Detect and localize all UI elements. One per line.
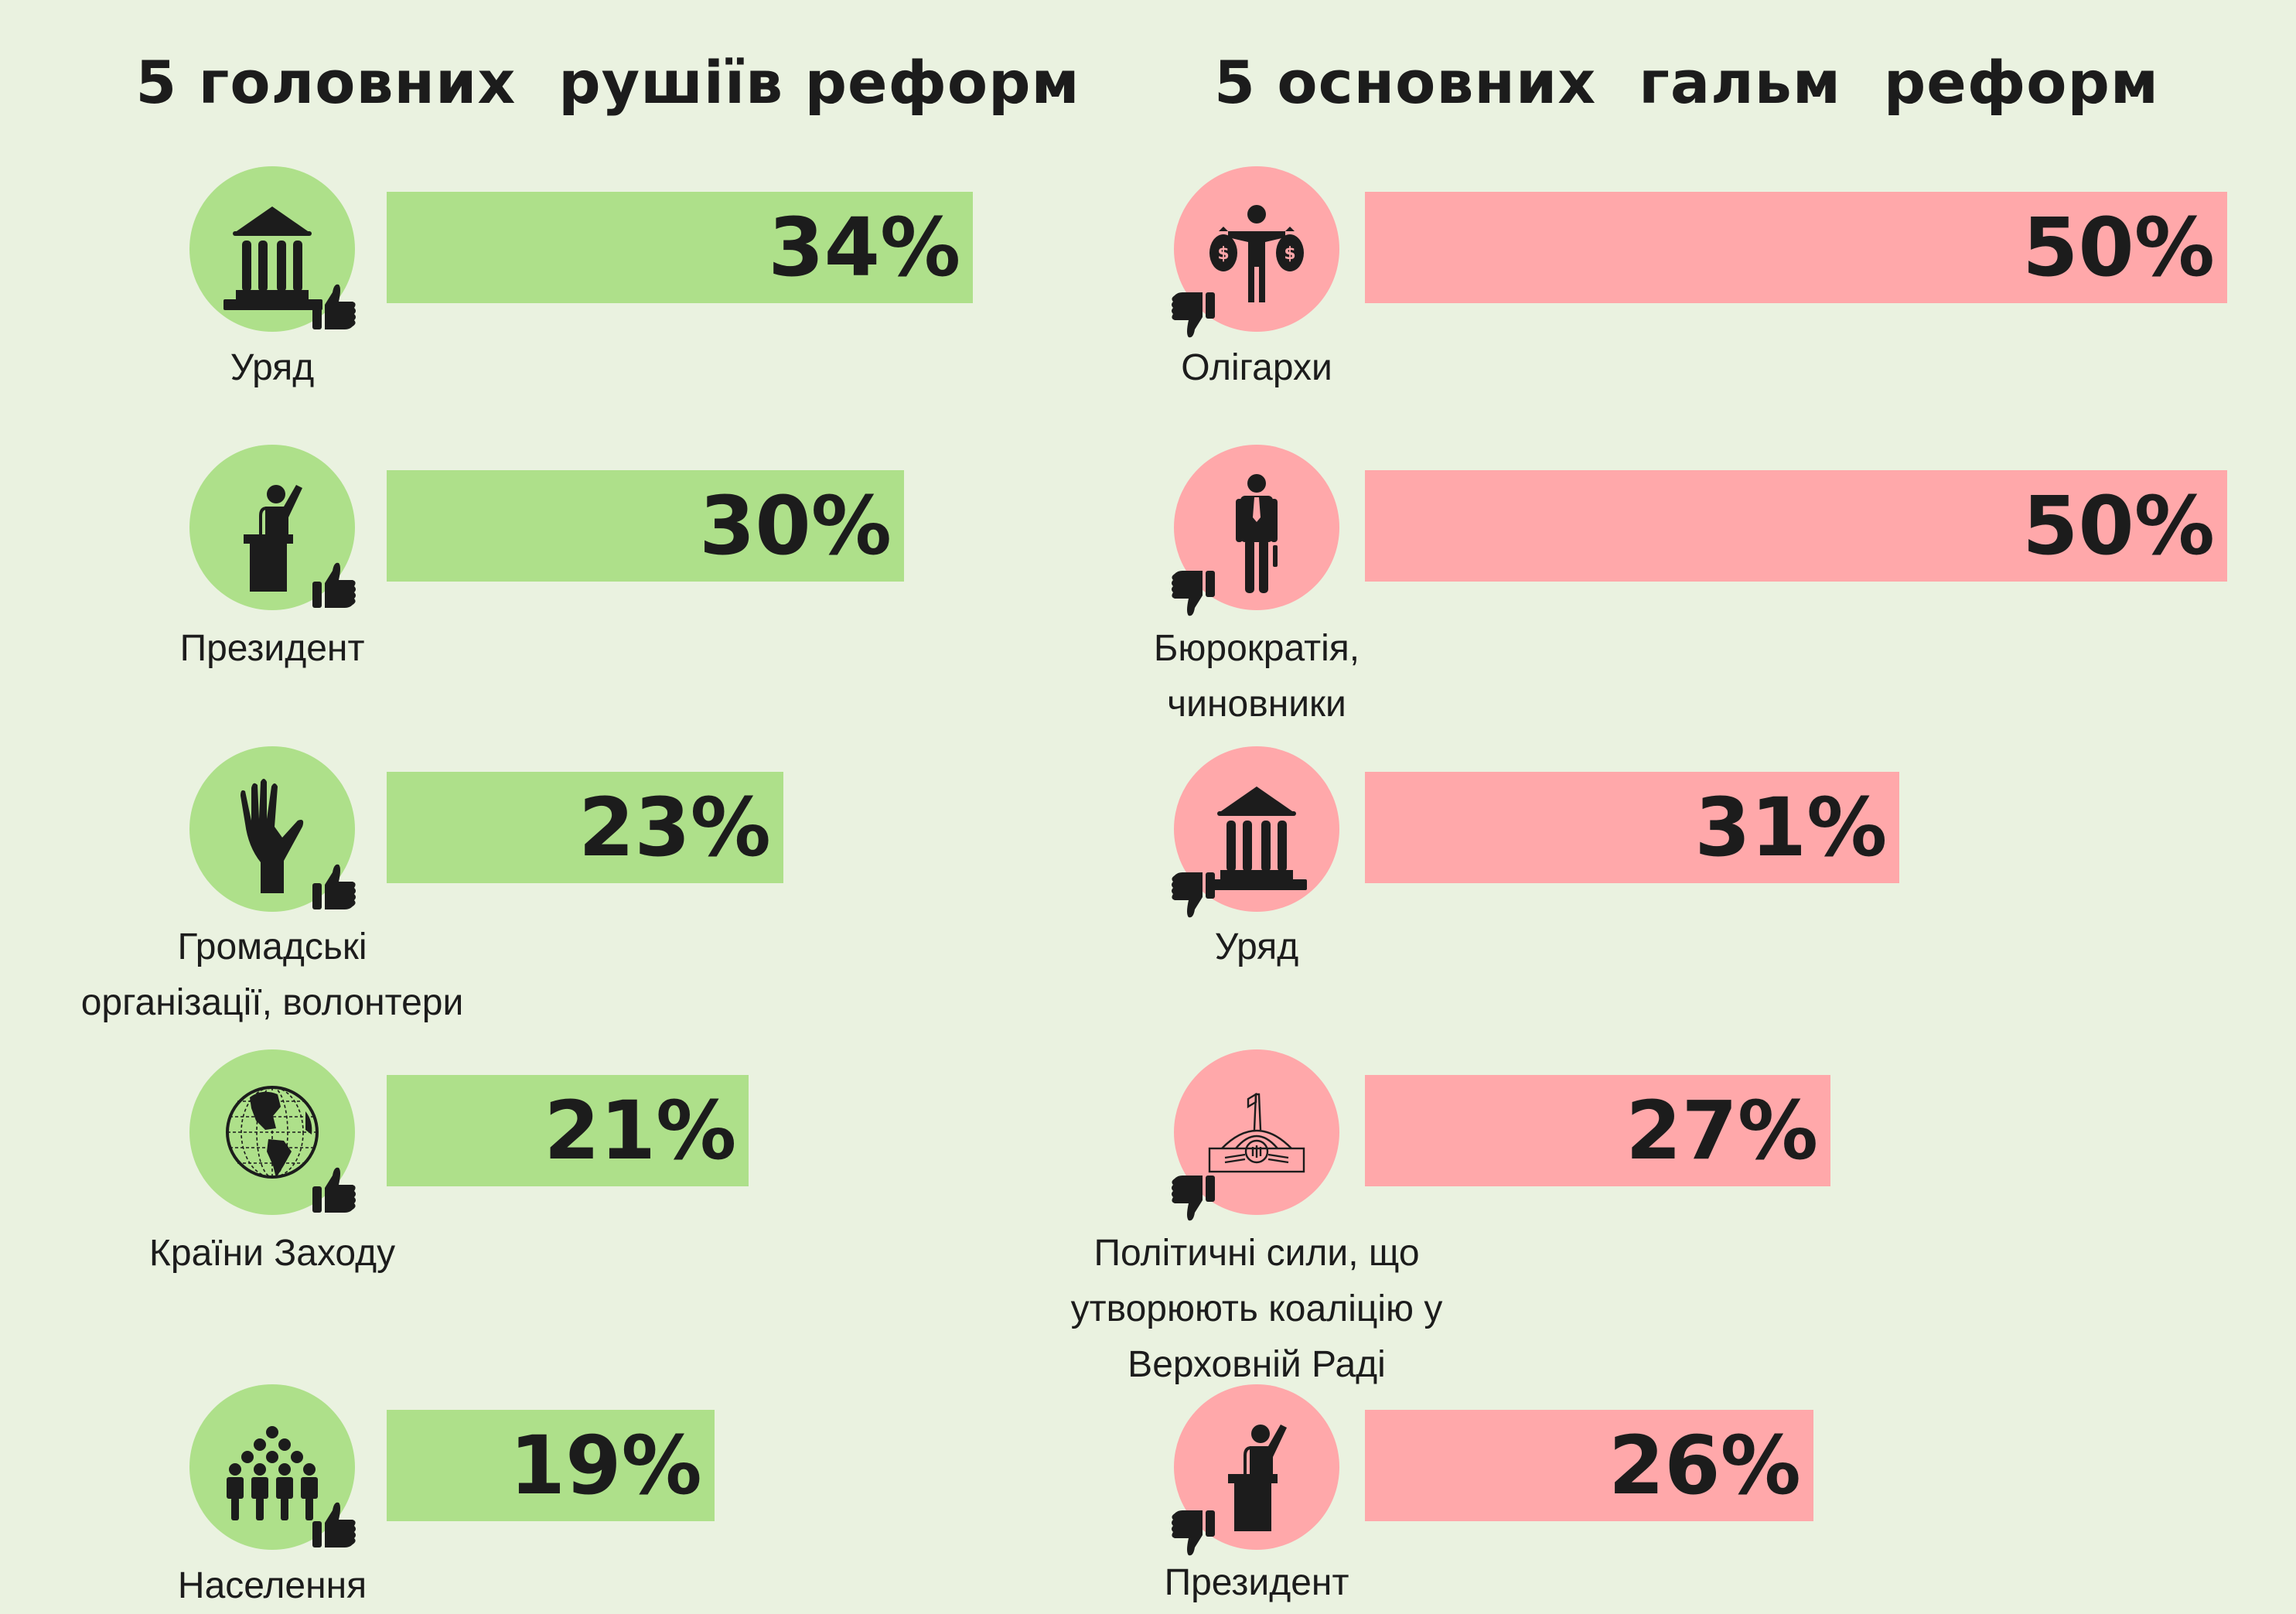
category-label-line: Уряд xyxy=(1214,926,1299,967)
value-label: 23% xyxy=(578,780,771,875)
bar: 27% xyxy=(1365,1075,1831,1186)
drivers-title: 5 головних рушіїв реформ xyxy=(135,48,1080,117)
government-building-icon xyxy=(223,206,322,310)
bar: 50% xyxy=(1365,192,2227,303)
bar: 23% xyxy=(387,772,783,883)
president-podium-icon xyxy=(1228,1425,1287,1531)
thumbs-up-icon xyxy=(311,1500,357,1549)
crowd-icon xyxy=(227,1426,318,1520)
thumbs-down-icon xyxy=(1170,1509,1216,1558)
thumbs-up-icon xyxy=(311,862,357,911)
bureaucrat-badge-circle xyxy=(1174,445,1339,610)
president-podium-icon xyxy=(244,485,302,592)
bar: 19% xyxy=(387,1410,715,1521)
category-label: Бюрократія, чиновники xyxy=(1154,621,1360,732)
value-label: 19% xyxy=(509,1418,702,1513)
svg-text:$: $ xyxy=(1284,244,1295,264)
category-label-line: Бюрократія, xyxy=(1153,628,1360,669)
government-building-badge-circle xyxy=(189,166,355,332)
thumbs-down-icon xyxy=(1170,1174,1216,1223)
parliament-building-badge-circle xyxy=(1174,1049,1339,1215)
category-label-line: Країни Заходу xyxy=(148,1233,396,1274)
thumbs-up-icon xyxy=(311,1165,357,1214)
thumbs-down-icon xyxy=(1170,569,1216,619)
value-label: 27% xyxy=(1626,1083,1819,1178)
category-label-line: чиновники xyxy=(1167,684,1346,725)
bar: 26% xyxy=(1365,1410,1813,1521)
category-label-line: Президент xyxy=(179,628,365,669)
bar: 21% xyxy=(387,1075,749,1186)
value-label: 21% xyxy=(544,1083,737,1178)
bar: 30% xyxy=(387,470,904,582)
category-label-line: Верховній Раді xyxy=(1128,1344,1386,1385)
raised-hand-icon xyxy=(241,779,304,893)
value-label: 50% xyxy=(2022,200,2215,295)
globe-icon xyxy=(226,1086,319,1179)
parliament-building-icon xyxy=(1208,1092,1305,1173)
category-label-line: Політичні сили, що xyxy=(1093,1233,1420,1274)
value-label: 34% xyxy=(768,200,961,295)
category-label: Країни Заходу xyxy=(149,1226,395,1281)
thumbs-up-icon xyxy=(311,560,357,609)
category-label-line: організації, волонтери xyxy=(80,982,464,1023)
category-label: Політичні сили, що утворюють коаліцію у Ве… xyxy=(1071,1226,1443,1393)
category-label: Громадські організації, волонтери xyxy=(81,920,464,1031)
value-label: 26% xyxy=(1608,1418,1801,1513)
oligarch-money-bags-icon: $ $ xyxy=(1209,205,1304,302)
category-label: Населення xyxy=(178,1558,367,1614)
category-label: Президент xyxy=(180,621,365,677)
thumbs-down-icon xyxy=(1170,871,1216,920)
category-label-line: Уряд xyxy=(230,347,315,388)
category-label: Уряд xyxy=(230,340,315,396)
category-label-line: Олігархи xyxy=(1181,347,1332,388)
category-label: Президент xyxy=(1165,1555,1349,1611)
category-label: Уряд xyxy=(1215,920,1299,975)
svg-text:$: $ xyxy=(1217,244,1229,264)
value-label: 50% xyxy=(2022,479,2215,573)
thumbs-down-icon xyxy=(1170,291,1216,340)
category-label-line: Населення xyxy=(177,1565,367,1606)
government-building-icon xyxy=(1208,787,1307,890)
bar: 50% xyxy=(1365,470,2227,582)
value-label: 30% xyxy=(699,479,892,573)
brakes-title: 5 основних гальм реформ xyxy=(1214,48,2159,117)
bar: 31% xyxy=(1365,772,1900,883)
category-label-line: Громадські xyxy=(177,926,367,967)
category-label: Олігархи xyxy=(1181,340,1332,396)
bureaucrat-icon xyxy=(1236,474,1278,593)
category-label-line: утворюють коаліцію у xyxy=(1070,1288,1443,1329)
category-label-line: Президент xyxy=(1164,1562,1349,1603)
bar: 34% xyxy=(387,192,974,303)
value-label: 31% xyxy=(1694,780,1888,875)
thumbs-up-icon xyxy=(311,282,357,331)
government-building-badge-circle xyxy=(1174,746,1339,912)
